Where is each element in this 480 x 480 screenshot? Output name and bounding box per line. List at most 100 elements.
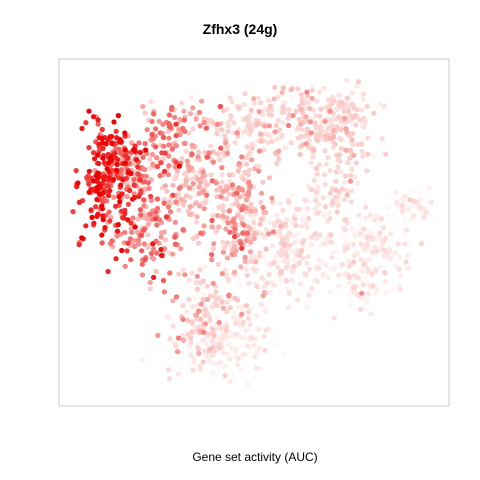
scatter-point	[91, 150, 97, 156]
scatter-point	[229, 182, 236, 188]
scatter-point	[165, 314, 171, 320]
scatter-point	[317, 162, 323, 168]
scatter-point	[260, 205, 266, 211]
scatter-point	[341, 180, 348, 186]
scatter-point	[203, 308, 209, 314]
scatter-point	[238, 240, 244, 247]
scatter-point	[204, 192, 210, 198]
scatter-point	[293, 222, 299, 228]
scatter-point	[227, 379, 233, 385]
scatter-point	[354, 83, 360, 89]
scatter-point	[111, 119, 117, 125]
scatter-point	[290, 233, 296, 239]
scatter-point	[339, 186, 345, 192]
scatter-point	[403, 259, 409, 265]
scatter-point	[418, 190, 424, 196]
scatter-point	[99, 136, 105, 142]
scatter-point	[289, 219, 295, 225]
scatter-point	[143, 147, 149, 153]
scatter-point	[360, 226, 367, 232]
scatter-point	[333, 243, 339, 249]
scatter-point	[388, 288, 394, 294]
scatter-point	[351, 259, 357, 265]
scatter-point	[277, 288, 283, 294]
scatter-point	[194, 286, 201, 292]
scatter-point	[248, 239, 254, 245]
scatter-point	[124, 194, 130, 200]
scatter-point	[312, 120, 318, 126]
scatter-point	[116, 146, 122, 152]
scatter-point	[73, 168, 79, 174]
scatter-point	[402, 214, 408, 220]
scatter-point	[228, 113, 234, 119]
scatter-point	[322, 240, 328, 247]
scatter-point	[259, 231, 265, 237]
scatter-point	[166, 376, 172, 382]
scatter-point	[351, 152, 357, 158]
scatter-point	[233, 248, 239, 254]
scatter-point	[259, 190, 265, 196]
scatter-point	[245, 315, 252, 322]
scatter-point	[147, 156, 153, 162]
scatter-point	[365, 151, 371, 157]
scatter-point	[105, 183, 111, 189]
scatter-point	[214, 302, 220, 309]
scatter-point	[289, 277, 295, 283]
scatter-point	[317, 232, 323, 238]
scatter-point	[220, 189, 226, 195]
scatter-point	[232, 243, 238, 250]
scatter-point	[96, 160, 102, 167]
scatter-point	[285, 122, 292, 129]
scatter-point	[179, 155, 185, 162]
scatter-point	[309, 95, 315, 101]
scatter-point	[304, 89, 310, 95]
scatter-point	[253, 374, 259, 380]
scatter-point	[338, 169, 344, 175]
scatter-point	[395, 241, 401, 247]
scatter-point	[348, 178, 354, 184]
scatter-point	[262, 123, 268, 129]
scatter-point	[150, 241, 156, 247]
scatter-point	[190, 105, 196, 111]
scatter-point	[173, 199, 179, 205]
scatter-point	[142, 110, 148, 116]
scatter-point	[216, 204, 222, 210]
scatter-point	[258, 138, 264, 144]
scatter-point	[254, 349, 260, 355]
scatter-point	[193, 116, 199, 122]
scatter-point	[195, 345, 201, 351]
scatter-point	[411, 213, 417, 219]
scatter-point	[174, 313, 180, 319]
scatter-point	[258, 199, 264, 205]
scatter-point	[170, 192, 176, 198]
scatter-point	[83, 120, 89, 126]
scatter-point	[327, 216, 333, 222]
scatter-point	[306, 292, 312, 298]
scatter-point	[236, 185, 242, 191]
scatter-point	[345, 108, 351, 114]
scatter-point	[224, 308, 230, 314]
scatter-point	[175, 371, 181, 377]
scatter-point	[393, 189, 399, 195]
scatter-point	[280, 351, 286, 357]
scatter-point	[141, 203, 147, 209]
scatter-point	[288, 140, 294, 146]
scatter-point	[94, 196, 100, 203]
scatter-point	[196, 184, 202, 190]
scatter-point	[125, 217, 131, 223]
scatter-point	[364, 168, 370, 174]
scatter-point	[170, 298, 176, 304]
scatter-point	[107, 218, 113, 224]
scatter-point	[405, 253, 411, 259]
scatter-point	[397, 254, 403, 260]
scatter-point	[90, 178, 96, 184]
scatter-point	[102, 225, 108, 231]
scatter-point	[272, 282, 278, 288]
scatter-point	[104, 166, 110, 172]
scatter-point	[241, 222, 247, 228]
scatter-point	[151, 111, 157, 117]
scatter-point	[389, 192, 395, 198]
scatter-point	[220, 376, 226, 382]
scatter-point	[226, 292, 232, 298]
scatter-point	[167, 209, 174, 215]
